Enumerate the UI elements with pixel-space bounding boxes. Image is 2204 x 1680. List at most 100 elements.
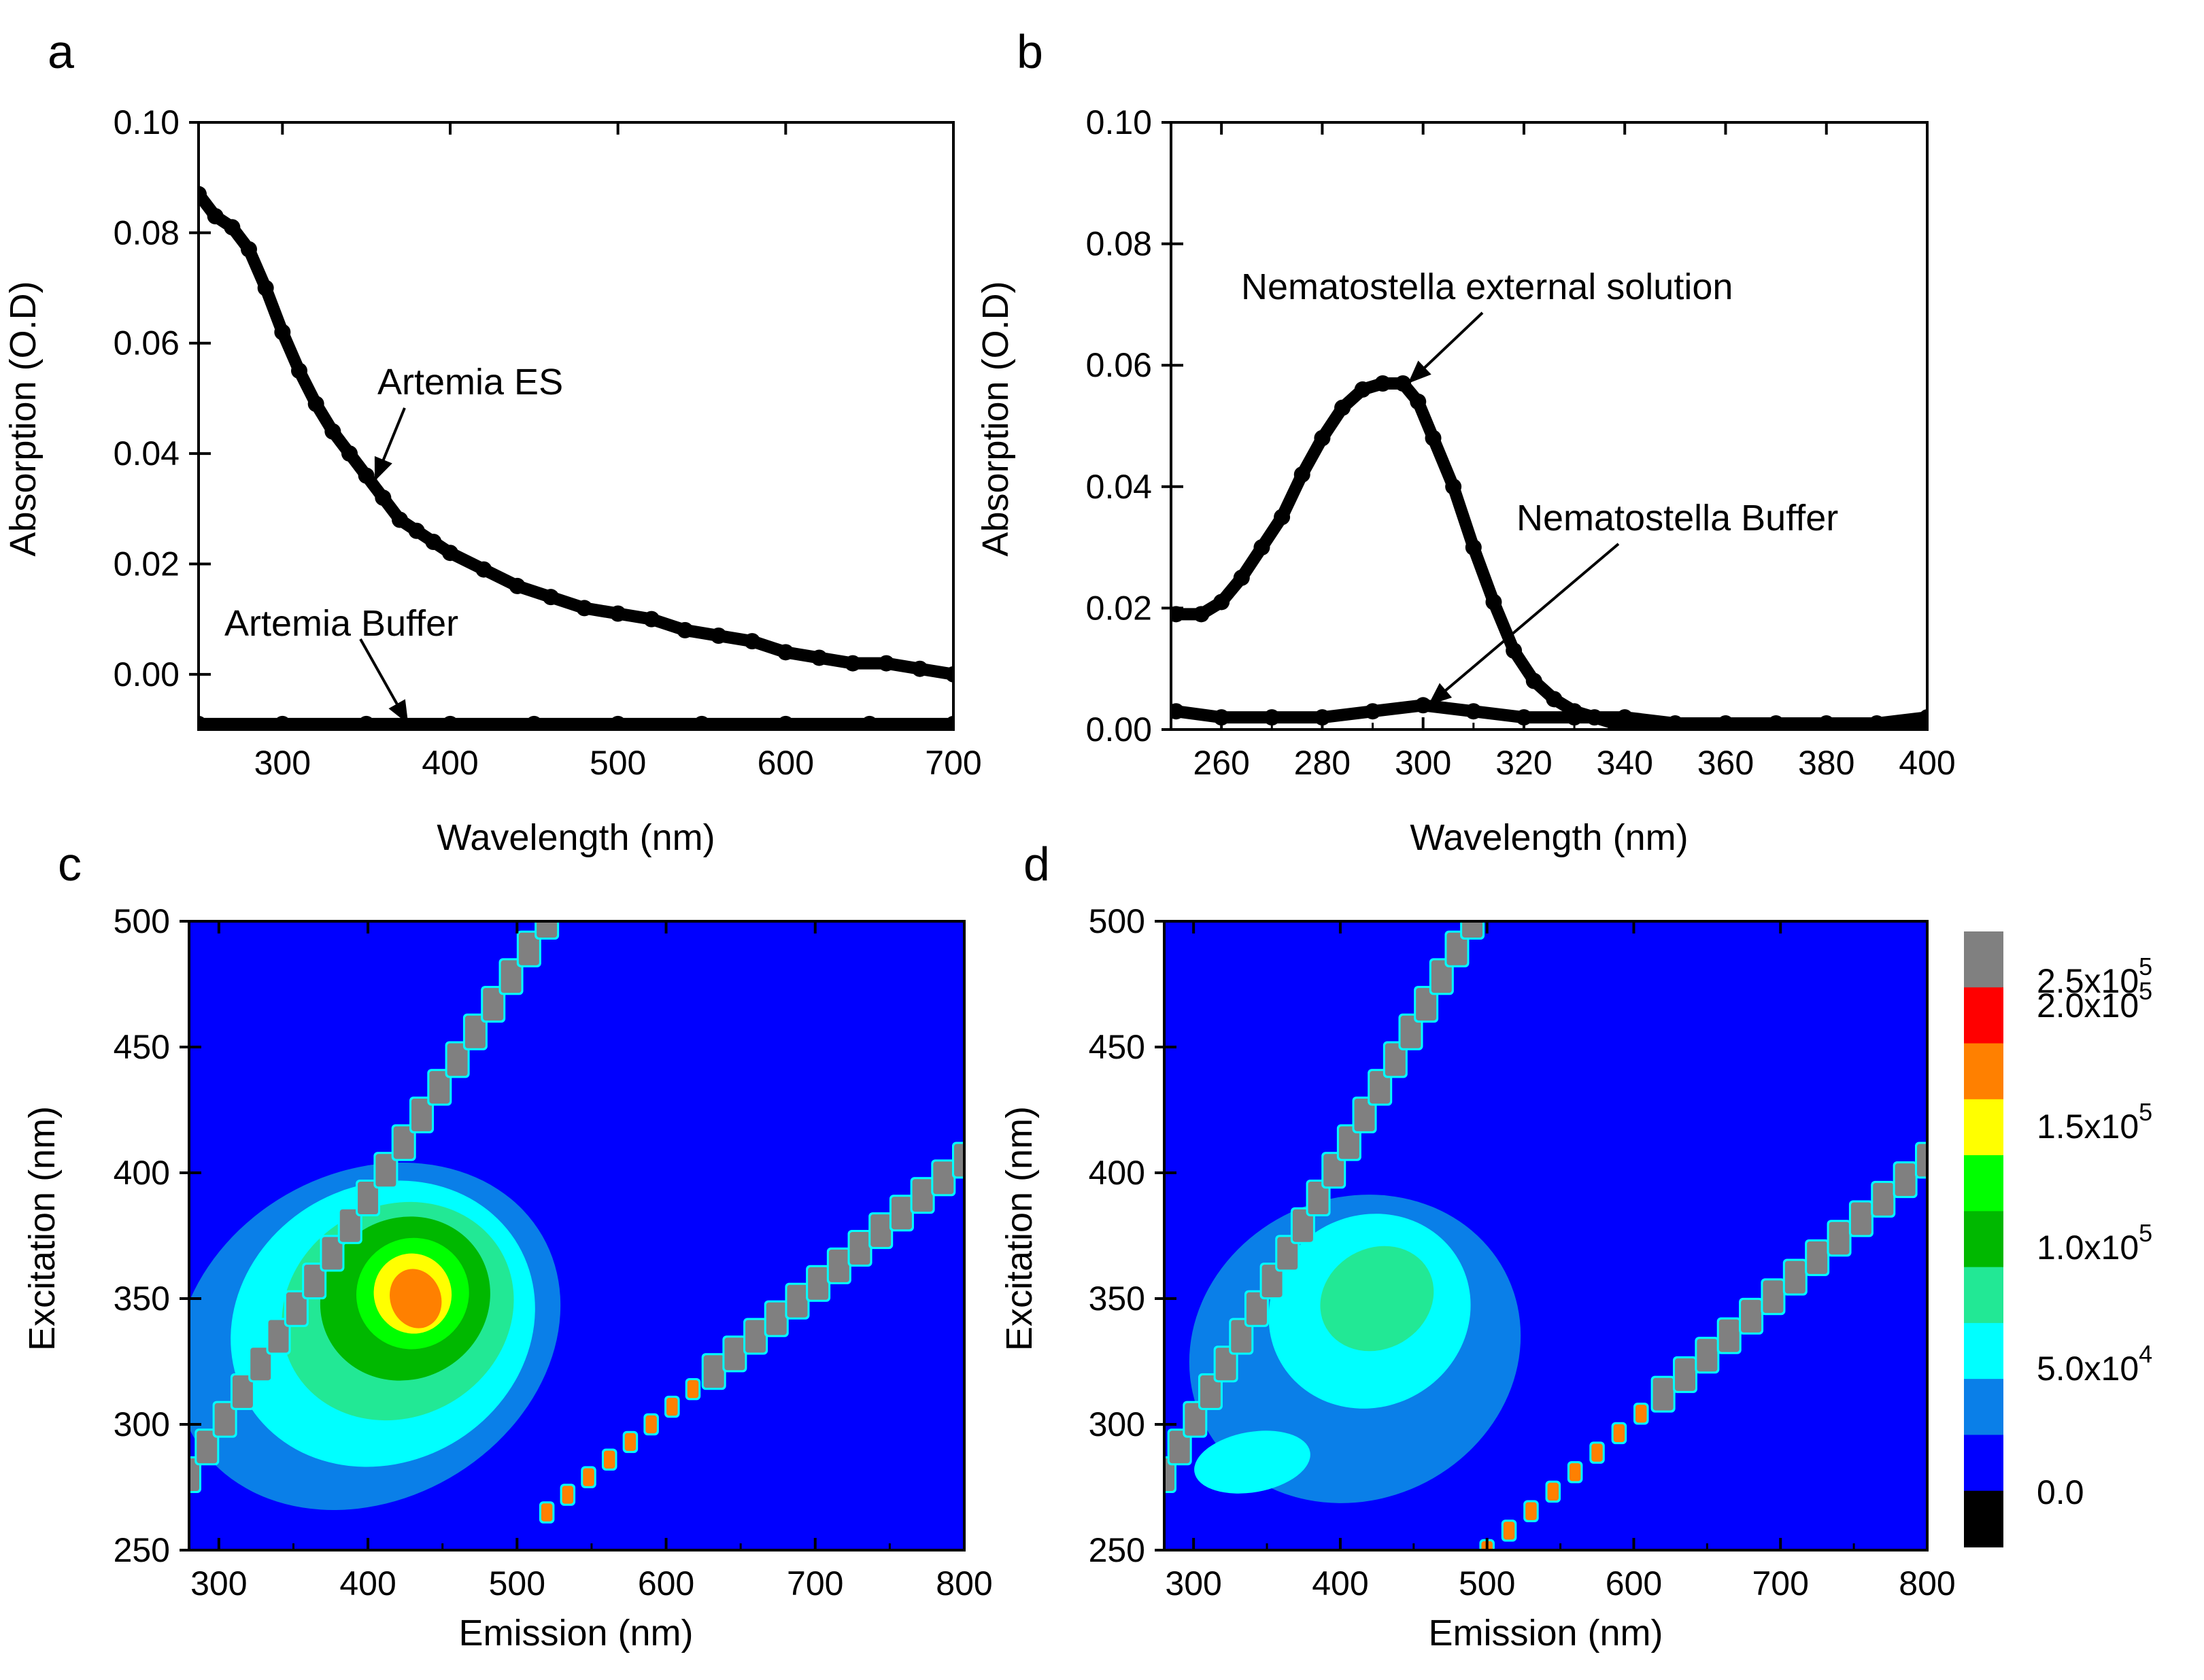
colorbar-label: 1.0x105 [2037,1219,2152,1267]
x-tick-label: 300 [190,1564,247,1602]
colorbar-label: 5.0x104 [2037,1340,2152,1388]
data-point [241,241,257,258]
data-point [1193,606,1210,623]
data-point [744,633,760,650]
scatter-block [849,1232,870,1265]
scatter-block [912,1179,933,1212]
data-point [710,627,727,644]
data-point [475,561,492,578]
y-tick-label: 450 [114,1028,170,1066]
annotation-label: Artemia ES [377,362,563,402]
scatter-block [1261,1265,1283,1298]
data-point [1546,691,1563,708]
plot-frame [1163,920,1929,1552]
data-point [1171,703,1185,720]
plot-frame [188,920,966,1552]
scatter-block [703,1355,724,1388]
scatter-block [1446,932,1468,965]
annotation-label: Nematostella Buffer [1516,498,1838,538]
data-point [1293,466,1310,483]
data-point [694,715,710,730]
x-tick-label: 500 [489,1564,545,1602]
annotation-arrow [1427,543,1620,706]
data-point [1445,478,1462,495]
scatter-block [339,1209,360,1242]
x-tick-label: 300 [1395,744,1451,782]
data-point [509,577,526,594]
x-tick-label: 700 [1752,1564,1809,1602]
y-axis-label: Excitation (nm) [22,1106,63,1351]
scatter-block [724,1337,745,1371]
y-tick-label: 350 [114,1280,170,1318]
scatter-block [1185,1403,1206,1436]
scatter-block [645,1415,657,1434]
chart-panel-c: 300 400 500 600 700 800 250 300 350 400 450 500 Emis… [22,902,993,1653]
data-point [1364,703,1381,720]
data-point [274,324,291,341]
colorbar-swatch [1964,1155,2003,1212]
scatter-block [1370,1071,1391,1104]
scatter-block [1635,1405,1647,1423]
scatter-block [1338,1126,1359,1159]
scatter-block [1850,1202,1871,1235]
scatter-block [393,1126,414,1159]
data-point [291,362,307,379]
data-point [1233,569,1250,586]
data-point [1465,539,1482,556]
data-point [224,219,241,236]
scatter-block [1400,1015,1421,1048]
x-tick-label: 300 [254,744,311,782]
annotation-label: Nematostella external solution [1241,267,1733,307]
scatter-block [464,1015,486,1048]
scatter-block [1569,1463,1581,1481]
colorbar-swatch [1964,1043,2003,1100]
data-point [811,649,828,666]
data-point [199,186,207,203]
scatter-block [1613,1424,1625,1443]
data-point [1334,399,1351,416]
x-tick-label: 400 [422,744,478,782]
data-point [1253,539,1270,556]
scatter-block [429,1071,450,1104]
scatter-block [1308,1182,1329,1214]
scatter-block [1169,1430,1190,1464]
scatter-block [1718,1319,1740,1352]
plot-area [189,921,964,1550]
data-point [207,208,224,225]
data-point [861,715,878,730]
data-point [1213,594,1230,611]
y-tick-label: 250 [1089,1531,1145,1569]
data-point [1354,381,1371,398]
series-line-0 [1171,377,1927,730]
y-tick-label: 450 [1089,1028,1145,1066]
y-tick-label: 0.10 [1086,103,1152,141]
data-point [1425,430,1442,447]
x-tick-label: 380 [1798,744,1854,782]
scatter-block [562,1486,574,1504]
data-point [199,715,207,730]
data-point [1410,393,1427,410]
scatter-block [250,1348,271,1381]
scatter-block [232,1375,253,1408]
y-tick-label: 0.02 [114,545,180,583]
scatter-block [954,1144,964,1177]
scatter-block [541,1503,553,1522]
plot-frame [1170,121,1929,731]
chart-panel-a: 300 400 500 600 700 0.00 0.02 0.04 0.06 0.08 0.10 W… [3,103,982,858]
data-point [1506,642,1523,659]
data-point [307,396,324,413]
x-axis-label: Emission (nm) [1428,1613,1663,1653]
colorbar-swatch [1964,1211,2003,1268]
scatter-block [214,1403,235,1436]
data-point [1171,606,1185,623]
y-tick-label: 0.06 [1086,346,1152,384]
data-point [1374,375,1391,392]
panel-letter-a: a [48,25,74,78]
colorbar-swatch [1964,1267,2003,1324]
data-point [1264,709,1281,726]
data-point [1667,715,1684,730]
scatter-block [1807,1241,1828,1274]
data-point [442,545,458,562]
data-point [358,715,375,730]
